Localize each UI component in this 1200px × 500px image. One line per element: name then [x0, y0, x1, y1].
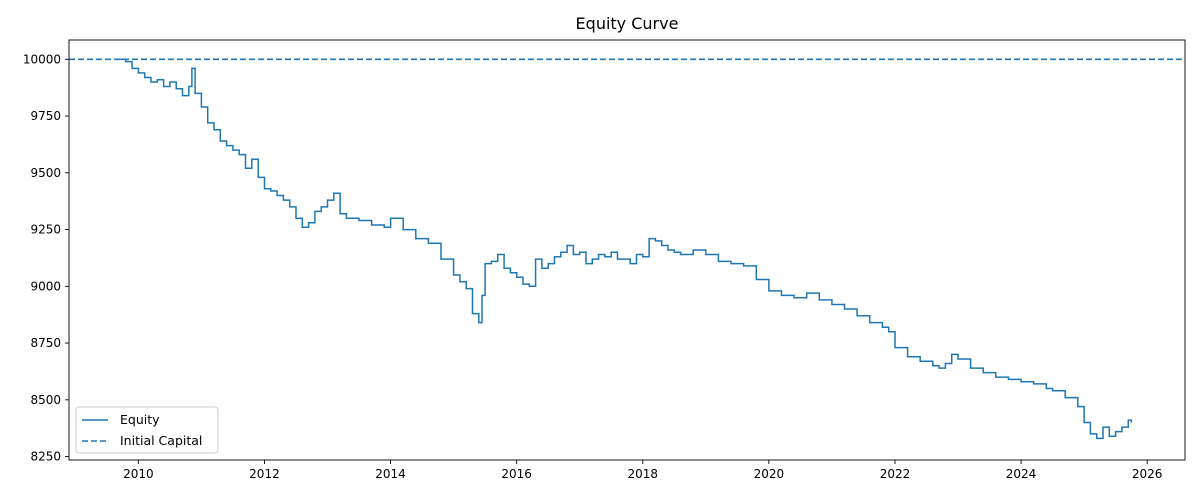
x-tick-label: 2012 [249, 467, 280, 481]
legend-initial-capital-label: Initial Capital [120, 433, 202, 448]
legend-equity-label: Equity [120, 412, 160, 427]
x-tick-label: 2026 [1132, 467, 1163, 481]
plot-area [69, 58, 1185, 440]
x-tick-label: 2014 [375, 467, 406, 481]
y-tick-label: 8500 [30, 393, 61, 407]
chart-title: Equity Curve [576, 14, 679, 33]
y-tick-label: 8250 [30, 450, 61, 464]
y-axis: 8250 8500 8750 9000 9250 9500 9750 10000 [23, 52, 69, 464]
x-tick-label: 2010 [123, 467, 154, 481]
y-tick-label: 9750 [30, 109, 61, 123]
y-tick-label: 9000 [30, 279, 61, 293]
x-tick-label: 2016 [501, 467, 532, 481]
y-tick-label: 9500 [30, 166, 61, 180]
y-tick-label: 10000 [23, 52, 61, 66]
x-tick-label: 2022 [880, 467, 911, 481]
legend-box [75, 406, 219, 454]
x-tick-label: 2024 [1006, 467, 1037, 481]
x-axis: 2010 2012 2014 2016 2018 2020 2022 2024 2026 [123, 460, 1162, 481]
y-tick-label: 8750 [30, 336, 61, 350]
x-tick-label: 2018 [627, 467, 658, 481]
x-tick-label: 2020 [754, 467, 785, 481]
axes-frame [68, 39, 1186, 461]
equity-line [119, 58, 1133, 440]
y-tick-label: 9250 [30, 223, 61, 237]
legend: Equity Initial Capital [75, 406, 219, 454]
